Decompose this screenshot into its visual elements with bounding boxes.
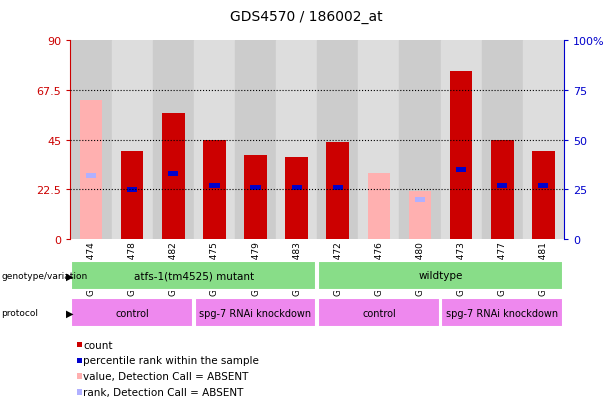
Text: ▶: ▶: [66, 308, 74, 318]
Bar: [194, 41, 235, 240]
Text: count: count: [83, 340, 113, 350]
Bar: [497, 183, 508, 189]
Bar: [333, 185, 343, 191]
Bar: [86, 173, 96, 179]
Bar: [244, 156, 267, 240]
Text: rank, Detection Call = ABSENT: rank, Detection Call = ABSENT: [83, 387, 244, 397]
Bar: [491, 140, 514, 240]
Text: ▶: ▶: [66, 271, 74, 281]
Bar: [441, 41, 482, 240]
Bar: [276, 41, 318, 240]
Bar: [203, 140, 226, 240]
Bar: [318, 261, 563, 290]
Text: control: control: [115, 308, 149, 318]
Bar: [195, 299, 316, 327]
Bar: [441, 299, 563, 327]
Text: spg-7 RNAi knockdown: spg-7 RNAi knockdown: [199, 308, 311, 318]
Bar: [168, 171, 178, 177]
Text: atfs-1(tm4525) mutant: atfs-1(tm4525) mutant: [134, 271, 254, 281]
Bar: [70, 41, 112, 240]
Bar: [235, 41, 276, 240]
Text: spg-7 RNAi knockdown: spg-7 RNAi knockdown: [446, 308, 558, 318]
Text: protocol: protocol: [1, 309, 38, 317]
Bar: [318, 41, 359, 240]
Bar: [456, 167, 466, 173]
Bar: [532, 152, 555, 240]
Text: GDS4570 / 186002_at: GDS4570 / 186002_at: [230, 10, 383, 24]
Bar: [80, 101, 102, 240]
Bar: [153, 41, 194, 240]
Bar: [523, 41, 564, 240]
Bar: [400, 41, 441, 240]
Bar: [209, 183, 219, 189]
Bar: [71, 261, 316, 290]
Bar: [121, 152, 143, 240]
Bar: [415, 197, 425, 203]
Bar: [112, 41, 153, 240]
Bar: [292, 185, 302, 191]
Bar: [286, 158, 308, 240]
Bar: [450, 72, 473, 240]
Bar: [71, 299, 193, 327]
Text: control: control: [362, 308, 396, 318]
Text: genotype/variation: genotype/variation: [1, 271, 88, 280]
Bar: [409, 191, 432, 240]
Bar: [318, 299, 440, 327]
Text: percentile rank within the sample: percentile rank within the sample: [83, 356, 259, 366]
Bar: [538, 183, 549, 189]
Bar: [359, 41, 400, 240]
Bar: [327, 142, 349, 240]
Text: value, Detection Call = ABSENT: value, Detection Call = ABSENT: [83, 371, 249, 381]
Bar: [162, 114, 185, 240]
Bar: [368, 173, 390, 240]
Bar: [251, 185, 261, 191]
Text: wildtype: wildtype: [419, 271, 463, 281]
Bar: [127, 187, 137, 193]
Bar: [482, 41, 523, 240]
